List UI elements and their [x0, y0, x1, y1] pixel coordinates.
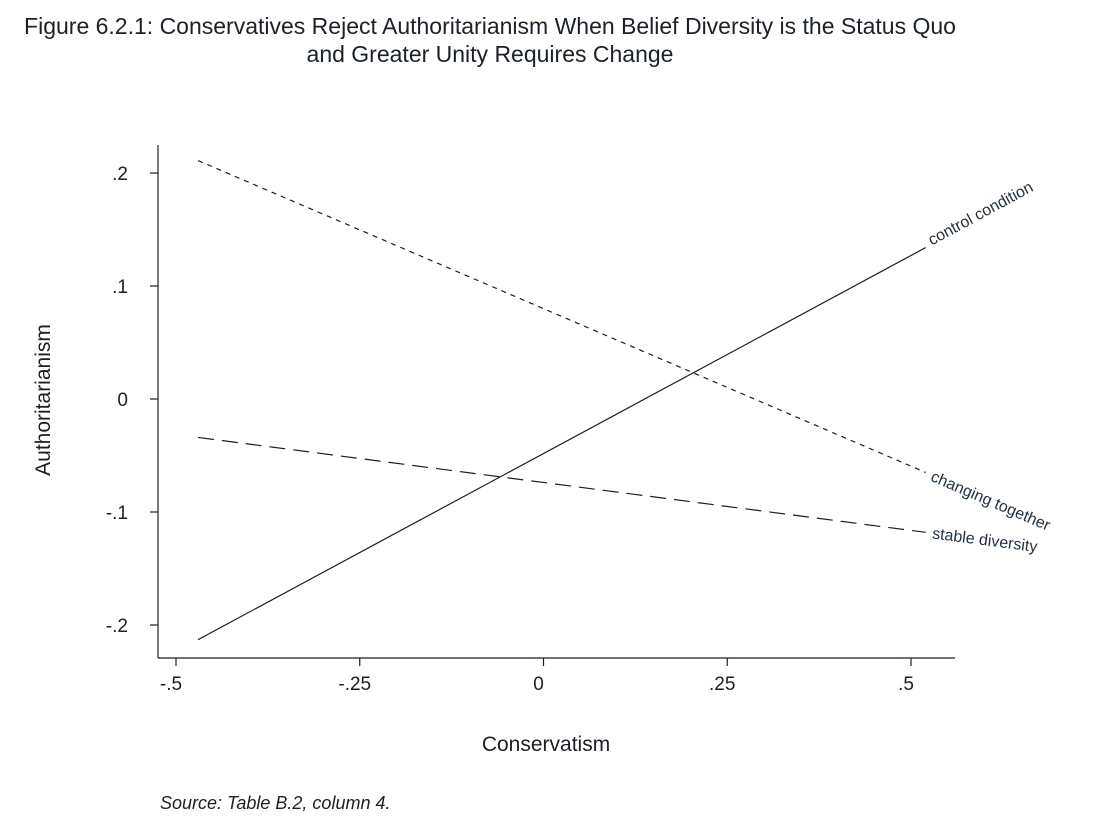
y-tick-label: 0 — [117, 390, 128, 411]
y-tick-label: -.2 — [106, 616, 128, 637]
x-tick-label: .25 — [709, 674, 735, 695]
x-tick-label: 0 — [533, 674, 544, 695]
y-tick-label: -.1 — [106, 503, 128, 524]
chart-title-line-1: Figure 6.2.1: Conservatives Reject Autho… — [24, 13, 956, 39]
x-axis-title: Conservatism — [482, 733, 610, 756]
chart-title: Figure 6.2.1: Conservatives Reject Autho… — [0, 12, 980, 68]
chart-title-line-2: and Greater Unity Requires Change — [306, 41, 674, 67]
series-label: stable diversity — [931, 525, 1038, 556]
source-note: Source: Table B.2, column 4. — [160, 793, 391, 813]
y-tick-label: .2 — [112, 164, 128, 185]
series-label: changing together — [928, 469, 1053, 535]
series-line-control-condition — [197, 247, 926, 641]
series-line-changing-together — [197, 160, 926, 474]
x-tick-label: .5 — [898, 674, 914, 695]
x-tick-label: -.25 — [338, 674, 371, 695]
y-tick-label: .1 — [112, 277, 128, 298]
series-line-stable-diversity — [197, 436, 926, 533]
y-axis-title: Authoritarianism — [32, 324, 55, 476]
x-tick-label: -.5 — [160, 674, 182, 695]
series-label: control condition — [926, 179, 1037, 249]
